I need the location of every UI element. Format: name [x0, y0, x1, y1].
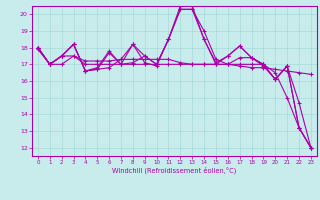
X-axis label: Windchill (Refroidissement éolien,°C): Windchill (Refroidissement éolien,°C) — [112, 167, 236, 174]
